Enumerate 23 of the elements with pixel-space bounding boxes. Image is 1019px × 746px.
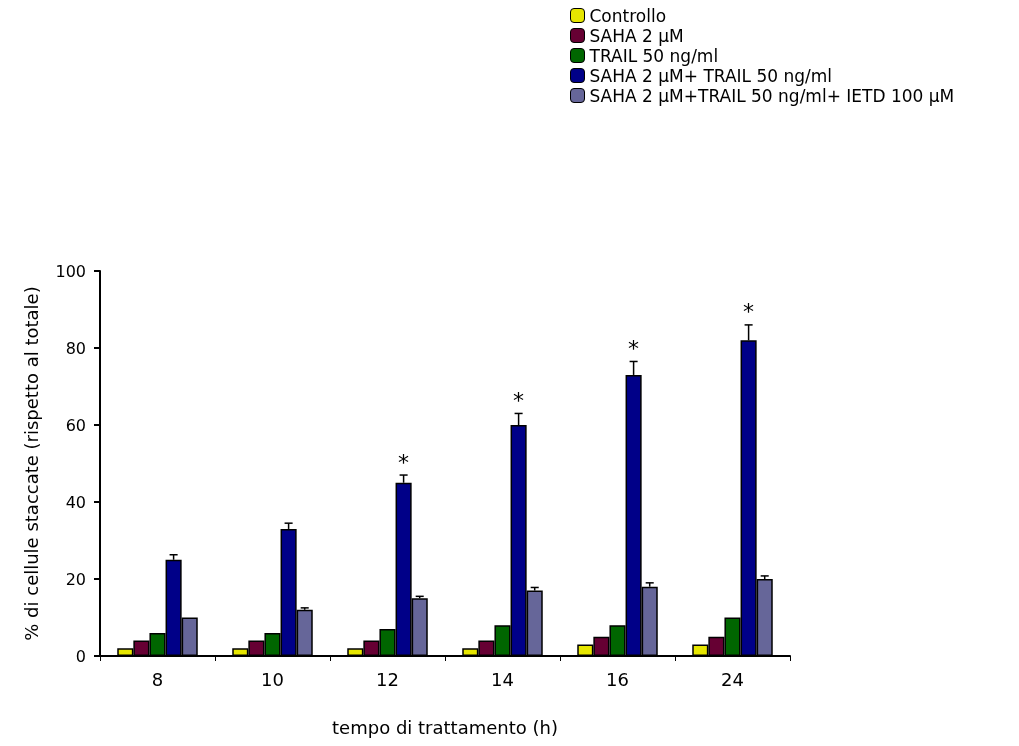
legend-label: SAHA 2 μM+ TRAIL 50 ng/ml [589,65,833,86]
data-label: * [743,299,755,325]
y-tick-label: 0 [75,646,86,666]
x-tick-label: 24 [721,668,744,690]
y-axis-title: % di cellule staccate (rispetto al totale) [20,286,42,641]
x-axis-title: tempo di trattamento (h) [332,716,558,738]
y-tick-label: 100 [55,261,86,281]
data-label: * [398,449,410,475]
y-tick-label: 20 [65,569,86,589]
data-label: * [513,387,525,413]
legend-label: Controllo [589,5,667,26]
data-label: * [628,335,640,361]
x-tick-label: 12 [376,668,399,690]
x-tick-label: 14 [491,668,514,690]
legend-label: TRAIL 50 ng/ml [588,45,719,66]
x-tick-label: 16 [606,668,629,690]
x-tick-label: 8 [151,668,164,690]
legend-label: SAHA 2 μM [589,25,684,46]
legend-label: SAHA 2 μM+TRAIL 50 ng/ml+ IETD 100 μM [589,85,955,106]
y-tick-label: 40 [65,492,86,512]
y-tick-label: 60 [65,415,86,435]
x-tick-label: 10 [261,668,284,690]
y-tick-label: 80 [65,338,86,358]
